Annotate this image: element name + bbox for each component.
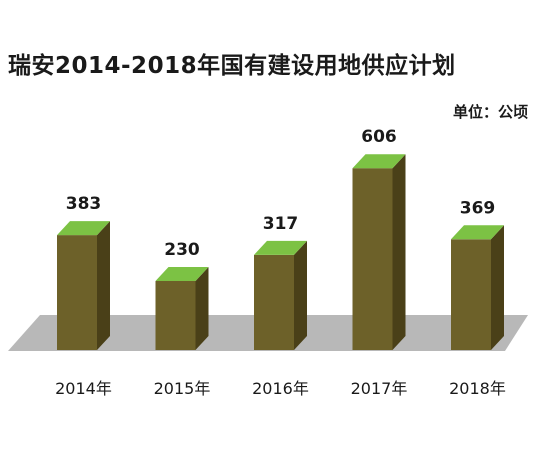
bar-group bbox=[57, 154, 504, 350]
data-label: 317 bbox=[263, 214, 299, 234]
bar bbox=[155, 267, 209, 350]
bar-top-face bbox=[451, 225, 504, 240]
bar-front-face bbox=[57, 235, 97, 350]
value-label-group: 383 230 317 606 369 bbox=[66, 127, 496, 260]
bar-front-face bbox=[254, 254, 294, 350]
x-axis-tick-label: 2017年 bbox=[351, 379, 408, 398]
x-axis-tick-label: 2014年 bbox=[55, 379, 112, 398]
bar-side-face bbox=[392, 154, 406, 350]
unit-label: 单位：公顷 bbox=[452, 103, 528, 121]
bar-front-face bbox=[155, 281, 196, 350]
data-label: 606 bbox=[361, 127, 397, 147]
bar-side-face bbox=[97, 221, 110, 350]
bar bbox=[451, 225, 504, 350]
bar bbox=[352, 154, 406, 350]
data-label: 383 bbox=[66, 194, 102, 214]
bar-side-face bbox=[294, 240, 307, 350]
x-axis-tick-label: 2016年 bbox=[252, 379, 309, 398]
data-label: 230 bbox=[164, 240, 200, 260]
bar-side-face bbox=[491, 225, 504, 350]
bar-front-face bbox=[451, 239, 491, 350]
bar-front-face bbox=[352, 168, 393, 350]
bar bbox=[57, 221, 110, 350]
bar-top-face bbox=[57, 221, 110, 236]
x-axis-tick-group: 2014年 2015年 2016年 2017年 2018年 bbox=[55, 379, 506, 398]
chart-title: 瑞安2014-2018年国有建设用地供应计划 bbox=[8, 53, 456, 79]
bar-top-face bbox=[155, 267, 209, 281]
bar bbox=[254, 240, 307, 350]
x-axis-tick-label: 2018年 bbox=[449, 379, 506, 398]
bar-top-face bbox=[352, 154, 406, 169]
bar-top-face bbox=[254, 240, 307, 255]
bar-side-face bbox=[195, 267, 209, 350]
x-axis-tick-label: 2015年 bbox=[154, 379, 211, 398]
data-label: 369 bbox=[460, 198, 496, 218]
